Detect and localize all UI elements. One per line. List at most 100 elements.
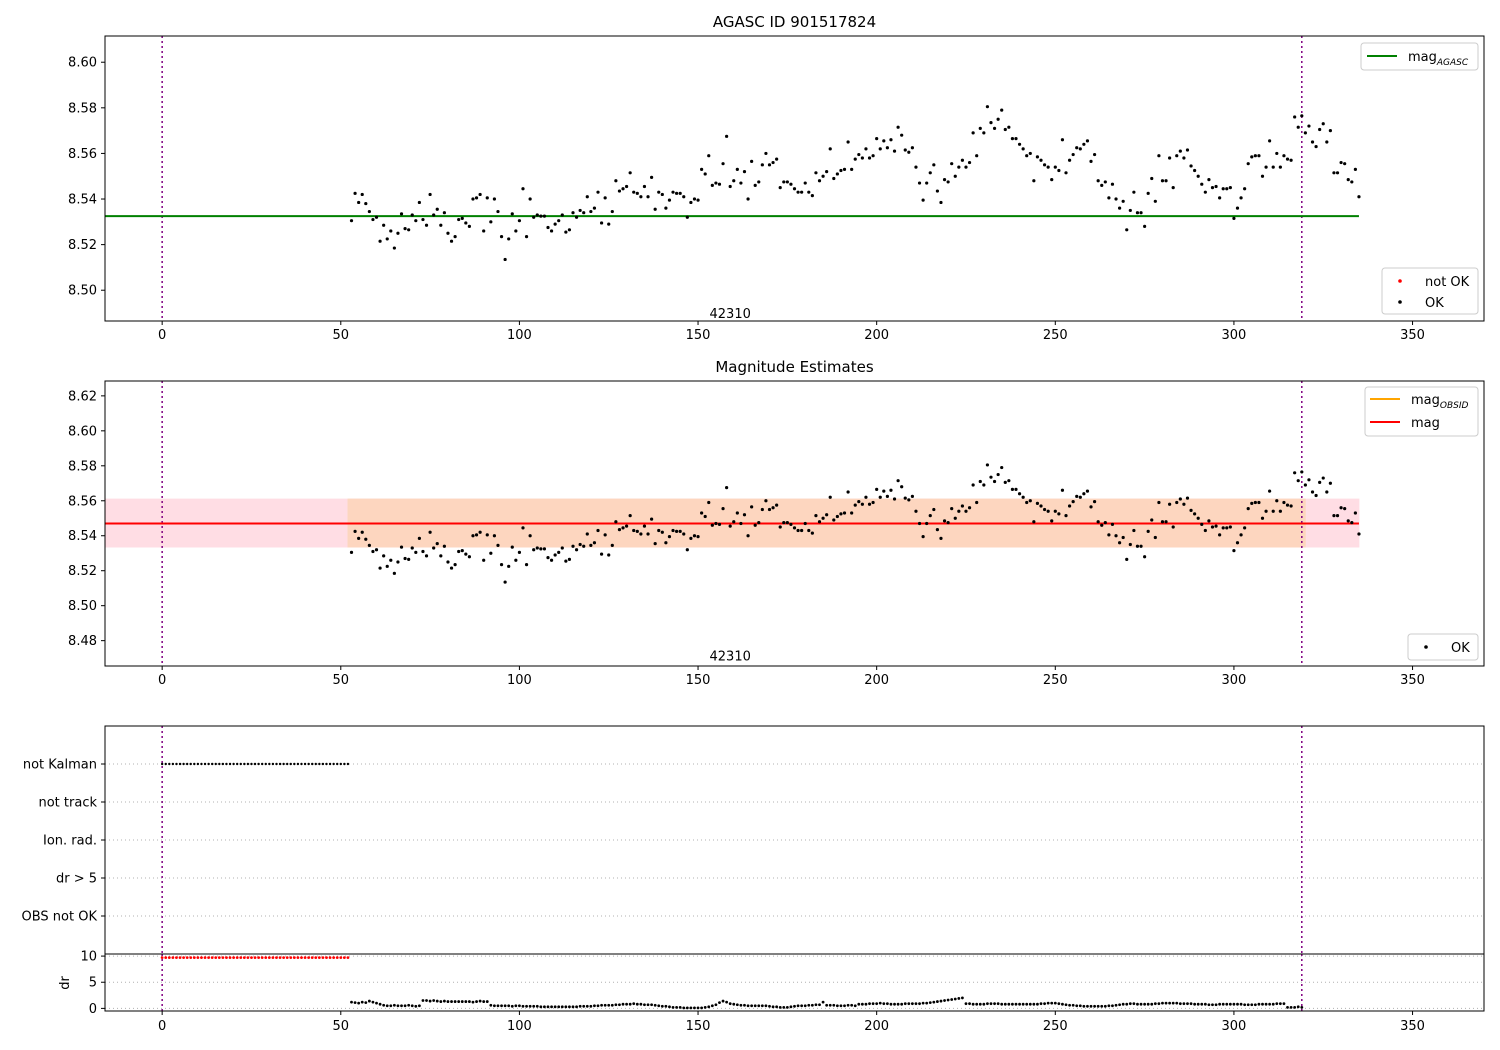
agasc-ok-point (760, 163, 764, 167)
mag-ok-point (539, 547, 543, 551)
mag-ok-point (1196, 516, 1200, 520)
dr-ok-point (1114, 1003, 1118, 1007)
mag-ok-point (1017, 492, 1022, 496)
mag-ok-point (1096, 520, 1100, 524)
agasc-ok-point (599, 221, 604, 225)
dr-ok-point (378, 1002, 382, 1006)
dr-ok-point (1043, 1002, 1046, 1006)
agasc-ok-point (632, 190, 636, 194)
mag-y-tick-label: 8.58 (68, 459, 97, 474)
dr-ok-point (1125, 1002, 1129, 1006)
mag-ok-point (828, 495, 832, 499)
mag-ok-point (1350, 521, 1354, 525)
dr-ok-point (614, 1003, 618, 1007)
mag-x-tick-label: 200 (864, 673, 889, 688)
dr-ok-point (1236, 1002, 1239, 1006)
dr-ok-point (986, 1002, 989, 1006)
agasc-ok-point (803, 181, 807, 185)
dr-ok-point (442, 999, 446, 1003)
dr-ok-point (1082, 1004, 1086, 1008)
dr-not-ok-point (242, 956, 246, 960)
dr-ok-point (657, 1004, 661, 1008)
agasc-ok-point (871, 154, 875, 158)
agasc-ok-point (364, 201, 368, 206)
dr-ok-point (778, 1005, 782, 1009)
agasc-ok-point (1046, 165, 1050, 169)
dr-ok-point (1018, 1002, 1021, 1006)
agasc-legend-not-ok-swatch (1398, 279, 1402, 283)
dr-ok-point (807, 1003, 811, 1007)
dr-ok-point (643, 1003, 646, 1007)
agasc-ok-point (535, 213, 539, 217)
mag-ok-point (453, 562, 457, 567)
agasc-ok-point (1017, 142, 1022, 146)
mag-ok-point (382, 554, 386, 558)
mag-ok-point (932, 507, 936, 512)
agasc-ok-point (399, 212, 404, 216)
mag-ok-point (864, 495, 868, 499)
dr-ok-point (575, 1005, 578, 1009)
mag-ok-point (1314, 493, 1318, 498)
dr-ok-point (1086, 1004, 1089, 1008)
mag-ok-point (1050, 519, 1054, 523)
agasc-ok-point (1307, 124, 1311, 128)
dr-ok-point (961, 996, 964, 1000)
mag-ok-point (439, 554, 443, 558)
dr-ok-point (885, 1002, 889, 1006)
dr-ok-point (1025, 1002, 1029, 1006)
dr-ok-point (889, 1002, 893, 1006)
mag-ok-point (1289, 504, 1293, 508)
mag-ok-point (821, 516, 825, 520)
agasc-ok-point (396, 231, 400, 235)
mag-ok-point (1039, 504, 1043, 508)
mag-ok-point (760, 507, 764, 512)
dr-x-tick-label: 250 (1043, 1019, 1068, 1034)
mag-ok-point (675, 529, 679, 533)
mag-ok-point (503, 580, 507, 584)
mag-ok-point (521, 526, 525, 530)
mag-ok-point (628, 514, 632, 518)
agasc-ok-point (1014, 137, 1018, 141)
flags-not-kalman-point (189, 762, 192, 766)
dr-not-ok-point (339, 956, 343, 960)
dr-not-ok-point (300, 956, 303, 960)
dr-ok-point (560, 1005, 564, 1009)
agasc-ok-point (664, 206, 668, 210)
dr-ok-point (1189, 1002, 1193, 1006)
agasc-ok-point (1250, 155, 1254, 159)
mag-ok-point (524, 562, 529, 567)
mag-ok-point (1168, 502, 1172, 506)
agasc-ok-point (403, 227, 407, 231)
dr-not-ok-point (271, 956, 275, 960)
dr-ok-point (417, 1004, 421, 1008)
agasc-ok-point (750, 159, 754, 163)
mag-ok-point (585, 532, 589, 536)
mag-ok-point (796, 528, 800, 533)
dr-ok-point (1111, 1004, 1114, 1008)
agasc-ok-point (1225, 187, 1229, 191)
mag-ok-point (710, 523, 714, 527)
agasc-ok-point (1310, 140, 1315, 144)
mag-ok-point (1143, 555, 1147, 559)
agasc-ok-point (921, 198, 925, 202)
mag-ok-point (832, 518, 836, 522)
agasc-ok-point (800, 190, 804, 194)
dr-not-ok-point (185, 956, 189, 960)
dr-ok-point (1128, 1002, 1132, 1006)
dr-ok-point (750, 1004, 754, 1008)
mag-ok-point (946, 521, 950, 525)
flags-not-kalman-point (339, 762, 342, 766)
agasc-ok-point (828, 147, 832, 151)
mag-ok-point (950, 507, 954, 511)
agasc-ok-point (1053, 165, 1057, 169)
dr-ok-point (478, 999, 482, 1003)
agasc-ok-point (1303, 131, 1307, 135)
dr-ok-point (375, 1001, 378, 1005)
dr-ok-point (1161, 1001, 1164, 1005)
agasc-ok-point (1028, 151, 1032, 156)
dr-ok-point (603, 1003, 607, 1007)
dr-ok-point (943, 999, 946, 1002)
mag-ok-point (557, 550, 561, 554)
agasc-ok-point (975, 154, 979, 158)
agasc-ok-point (578, 208, 582, 213)
